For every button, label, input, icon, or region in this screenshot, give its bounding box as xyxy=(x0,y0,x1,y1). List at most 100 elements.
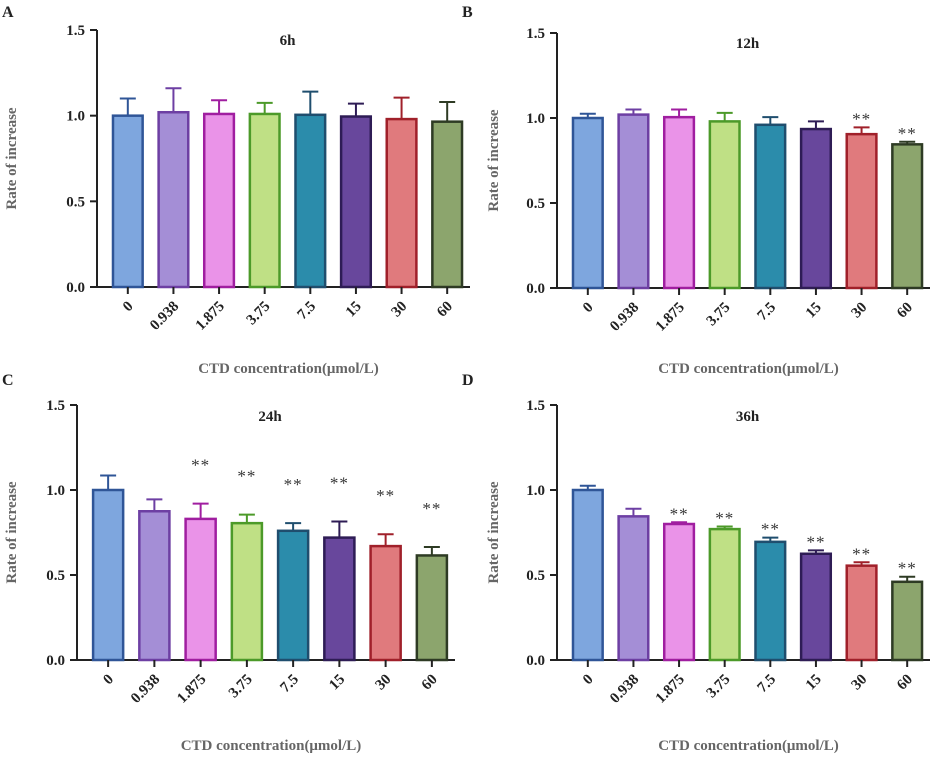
y-tick-label: 1.5 xyxy=(46,398,65,414)
x-axis-title: CTD concentration(μmol/L) xyxy=(658,361,839,377)
x-tick-label: 7.5 xyxy=(295,299,320,324)
y-tick-label: 1.5 xyxy=(526,398,545,414)
bar-3.75 xyxy=(230,521,264,662)
bar-0 xyxy=(91,488,125,662)
y-tick-label: 1.0 xyxy=(46,483,65,499)
x-tick-label: 7.5 xyxy=(277,672,302,697)
bar-3.75 xyxy=(248,112,281,289)
bar-7.5 xyxy=(294,113,327,289)
x-axis-title: CTD concentration(μmol/L) xyxy=(181,738,362,754)
y-tick-label: 0.5 xyxy=(526,196,545,212)
bar-60 xyxy=(431,120,464,289)
x-tick-label: 15 xyxy=(326,672,348,694)
x-tick-label: 1.875 xyxy=(193,299,228,334)
panel-letter: A xyxy=(2,4,14,21)
bar-30 xyxy=(845,564,878,662)
significance-marker: ** xyxy=(898,559,917,578)
panel-title: 36h xyxy=(736,409,760,425)
x-tick-label: 7.5 xyxy=(755,300,780,325)
bar-1.875 xyxy=(202,112,236,289)
bar-15 xyxy=(339,115,373,289)
x-tick-label: 1.875 xyxy=(653,300,688,335)
x-tick-label: 60 xyxy=(894,672,916,694)
y-axis-title: Rate of increase xyxy=(4,481,20,584)
significance-marker: ** xyxy=(237,467,256,486)
y-tick-label: 0.5 xyxy=(46,568,65,584)
bar-7.5 xyxy=(754,540,787,662)
significance-marker: ** xyxy=(330,473,349,492)
x-tick-label: 0 xyxy=(580,672,597,689)
x-tick-label: 60 xyxy=(434,299,456,321)
bar-15 xyxy=(323,536,356,662)
y-tick-label: 0.0 xyxy=(66,280,85,296)
chart-panel-c: C 24h 0.0 0.5 1.0 1.5 Rate of increase 0 0.938 1.… xyxy=(2,372,455,754)
significance-marker: ** xyxy=(670,504,689,523)
x-tick-label: 30 xyxy=(848,672,870,694)
bar-7.5 xyxy=(276,529,310,662)
significance-marker: ** xyxy=(422,499,441,518)
x-tick-label: 0 xyxy=(580,300,597,317)
x-tick-label: 60 xyxy=(894,300,916,322)
bar-0.938 xyxy=(617,515,650,662)
panel-letter: D xyxy=(462,372,474,389)
significance-marker: ** xyxy=(376,486,395,505)
bar-0.938 xyxy=(617,113,650,290)
bar-1.875 xyxy=(184,517,217,662)
y-axis-title: Rate of increase xyxy=(4,107,20,210)
bar-3.75 xyxy=(708,527,741,662)
bar-0 xyxy=(111,114,144,289)
bar-0 xyxy=(571,116,604,290)
x-tick-label: 15 xyxy=(803,672,825,694)
x-tick-label: 0.938 xyxy=(128,672,163,707)
panel-title: 24h xyxy=(258,409,282,425)
y-tick-label: 0.0 xyxy=(526,281,545,297)
y-tick-label: 1.5 xyxy=(66,23,85,39)
x-tick-label: 0.938 xyxy=(607,672,642,707)
bar-60 xyxy=(891,580,924,662)
panel-letter: B xyxy=(462,4,473,21)
x-tick-label: 3.75 xyxy=(244,299,274,329)
x-tick-label: 60 xyxy=(419,672,441,694)
significance-marker: ** xyxy=(852,544,871,563)
bar-30 xyxy=(369,544,402,662)
bar-7.5 xyxy=(754,123,787,290)
x-tick-label: 3.75 xyxy=(704,300,734,330)
significance-marker: ** xyxy=(191,456,210,475)
y-tick-label: 1.0 xyxy=(526,483,545,499)
x-tick-label: 3.75 xyxy=(704,672,734,702)
x-tick-label: 0.938 xyxy=(147,299,182,334)
x-tick-label: 15 xyxy=(803,300,825,322)
panel-title: 6h xyxy=(280,33,297,49)
significance-marker: ** xyxy=(284,475,303,494)
x-tick-label: 0 xyxy=(100,672,117,689)
bar-15 xyxy=(799,127,833,290)
bar-3.75 xyxy=(708,120,741,290)
bar-60 xyxy=(415,554,449,662)
y-tick-label: 0.0 xyxy=(526,653,545,669)
x-tick-label: 7.5 xyxy=(755,672,780,697)
bar-15 xyxy=(799,552,833,662)
y-tick-label: 0.5 xyxy=(526,568,545,584)
significance-marker: ** xyxy=(806,532,825,551)
panel-title: 12h xyxy=(736,36,760,52)
bar-30 xyxy=(385,117,418,289)
panel-letter: C xyxy=(2,372,14,389)
chart-panel-d: D 36h 0.0 0.5 1.0 1.5 Rate of increase 0 0.938 1.… xyxy=(462,372,930,754)
significance-marker: ** xyxy=(715,509,734,528)
bar-0.938 xyxy=(157,110,190,289)
bar-1.875 xyxy=(662,115,696,290)
bar-1.875 xyxy=(662,522,696,662)
bar-0.938 xyxy=(138,510,171,662)
chart-panel-a: A 6h 0.0 0.5 1.0 1.5 Rate of increase 0 0.938 1.8… xyxy=(2,4,470,377)
chart-panel-b: B 12h 0.0 0.5 1.0 1.5 Rate of increase 0 0.938 1.… xyxy=(462,4,930,377)
x-tick-label: 30 xyxy=(848,300,870,322)
x-axis-title: CTD concentration(μmol/L) xyxy=(658,738,839,754)
bar-30 xyxy=(845,132,878,290)
y-tick-label: 1.5 xyxy=(526,26,545,42)
x-tick-label: 3.75 xyxy=(226,672,256,702)
y-axis-title: Rate of increase xyxy=(486,481,502,584)
x-tick-label: 1.875 xyxy=(653,672,688,707)
significance-marker: ** xyxy=(852,109,871,128)
x-tick-label: 1.875 xyxy=(174,672,209,707)
